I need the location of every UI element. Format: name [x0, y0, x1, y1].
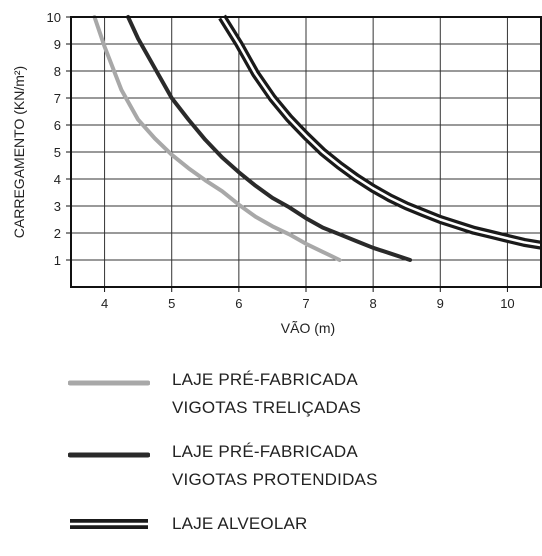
- grid: [71, 16, 541, 287]
- legend: LAJE PRÉ-FABRICADA VIGOTAS TRELIÇADAS LA…: [68, 366, 508, 556]
- y-tick-label: 7: [54, 91, 61, 106]
- legend-swatch-alveolar: [70, 519, 148, 529]
- y-tick-label: 10: [47, 10, 61, 25]
- legend-label-trelicadas: LAJE PRÉ-FABRICADA VIGOTAS TRELIÇADAS: [172, 366, 361, 422]
- x-tick-label: 4: [101, 296, 108, 311]
- series-line-3-inner: [221, 16, 542, 247]
- y-tick-label: 8: [54, 64, 61, 79]
- series-line-3-outer: [218, 14, 542, 250]
- series-line-2: [126, 15, 413, 262]
- legend-item-alveolar: LAJE ALVEOLAR: [68, 510, 508, 544]
- y-tick-label: 5: [54, 145, 61, 160]
- x-tick-label: 6: [235, 296, 242, 311]
- curves: [92, 14, 542, 262]
- legend-label-alveolar: LAJE ALVEOLAR: [172, 510, 308, 538]
- chart: 4 5 6 7 8 9 10 1 2 3 4 5 6 7 8 9 10 VÃO (m) CARREGAMENTO…: [11, 10, 542, 336]
- y-tick-label: 9: [54, 37, 61, 52]
- y-tick-label: 3: [54, 199, 61, 214]
- y-tick-label: 1: [54, 253, 61, 268]
- y-axis-label: CARREGAMENTO (KN/m²): [11, 66, 27, 238]
- series-line-1: [92, 15, 342, 262]
- x-axis-label: VÃO (m): [281, 320, 335, 336]
- x-tick-label: 10: [500, 296, 514, 311]
- y-tick-label: 4: [54, 172, 61, 187]
- legend-label-line: VIGOTAS PROTENDIDAS: [172, 470, 378, 489]
- x-tick-label: 8: [370, 296, 377, 311]
- tick-labels: 4 5 6 7 8 9 10 1 2 3 4 5 6 7 8 9 10: [47, 10, 515, 311]
- x-tick-label: 9: [437, 296, 444, 311]
- legend-swatch-trelicadas: [68, 380, 150, 386]
- legend-label-line: LAJE ALVEOLAR: [172, 514, 308, 533]
- y-tick-label: 2: [54, 226, 61, 241]
- legend-swatch-protendidas: [68, 452, 150, 458]
- x-tick-label: 5: [168, 296, 175, 311]
- legend-label-line: VIGOTAS TRELIÇADAS: [172, 398, 362, 417]
- legend-item-trelicadas: LAJE PRÉ-FABRICADA VIGOTAS TRELIÇADAS: [68, 366, 508, 426]
- x-tick-label: 7: [302, 296, 309, 311]
- legend-label-line: LAJE PRÉ-FABRICADA: [172, 442, 358, 461]
- y-tick-label: 6: [54, 118, 61, 133]
- legend-label-line: LAJE PRÉ-FABRICADA: [172, 370, 358, 389]
- legend-label-protendidas: LAJE PRÉ-FABRICADA VIGOTAS PROTENDIDAS: [172, 438, 378, 494]
- legend-item-protendidas: LAJE PRÉ-FABRICADA VIGOTAS PROTENDIDAS: [68, 438, 508, 498]
